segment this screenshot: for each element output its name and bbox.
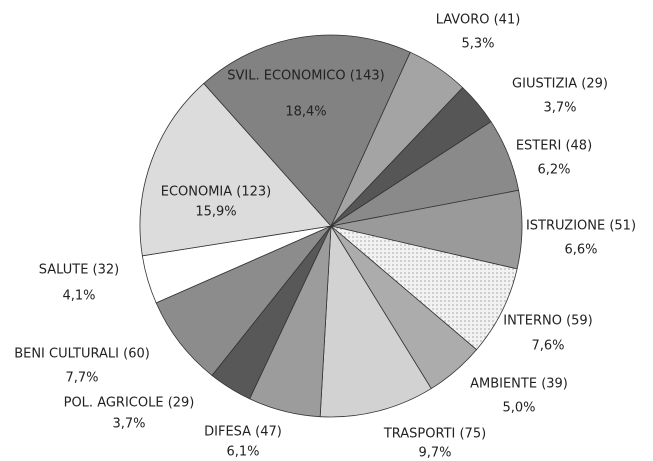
slice-label: BENI CULTURALI (60)	[14, 347, 150, 362]
slice-percent: 6,6%	[564, 243, 597, 258]
slice-label: TRASPORTI (75)	[383, 427, 486, 442]
slice-percent: 5,0%	[502, 401, 535, 416]
slice-percent: 4,1%	[62, 289, 95, 304]
slice-percent: 3,7%	[543, 101, 576, 116]
slice-percent: 3,7%	[112, 417, 145, 432]
slice-percent: 18,4%	[285, 105, 326, 120]
pie-slice	[203, 34, 411, 227]
slice-label: SVIL. ECONOMICO (143)	[227, 69, 384, 84]
slice-percent: 9,7%	[418, 446, 451, 461]
slice-label: ISTRUZIONE (51)	[526, 219, 636, 234]
slice-label: AMBIENTE (39)	[470, 377, 568, 392]
slice-label: SALUTE (32)	[39, 263, 119, 278]
slice-label: ECONOMIA (123)	[161, 185, 272, 200]
pie-slice	[155, 225, 332, 376]
pie-slice	[319, 224, 432, 418]
slice-percent: 6,2%	[537, 163, 570, 178]
slice-label: GIUSTIZIA (29)	[512, 77, 608, 92]
slice-label: LAVORO (41)	[436, 13, 521, 28]
slice-percent: 15,9%	[195, 205, 236, 220]
slice-label: POL. AGRICOLE (29)	[64, 396, 195, 411]
pie-slice	[139, 82, 332, 257]
slice-texture	[331, 226, 518, 350]
slice-percent: 5,3%	[461, 37, 494, 52]
slice-percent: 7,6%	[531, 339, 564, 354]
slice-label: ESTERI (48)	[516, 139, 592, 154]
slice-percent: 6,1%	[226, 445, 259, 460]
slice-label: INTERNO (59)	[503, 314, 593, 329]
slice-percent: 7,7%	[65, 371, 98, 386]
slice-label: DIFESA (47)	[204, 425, 282, 440]
